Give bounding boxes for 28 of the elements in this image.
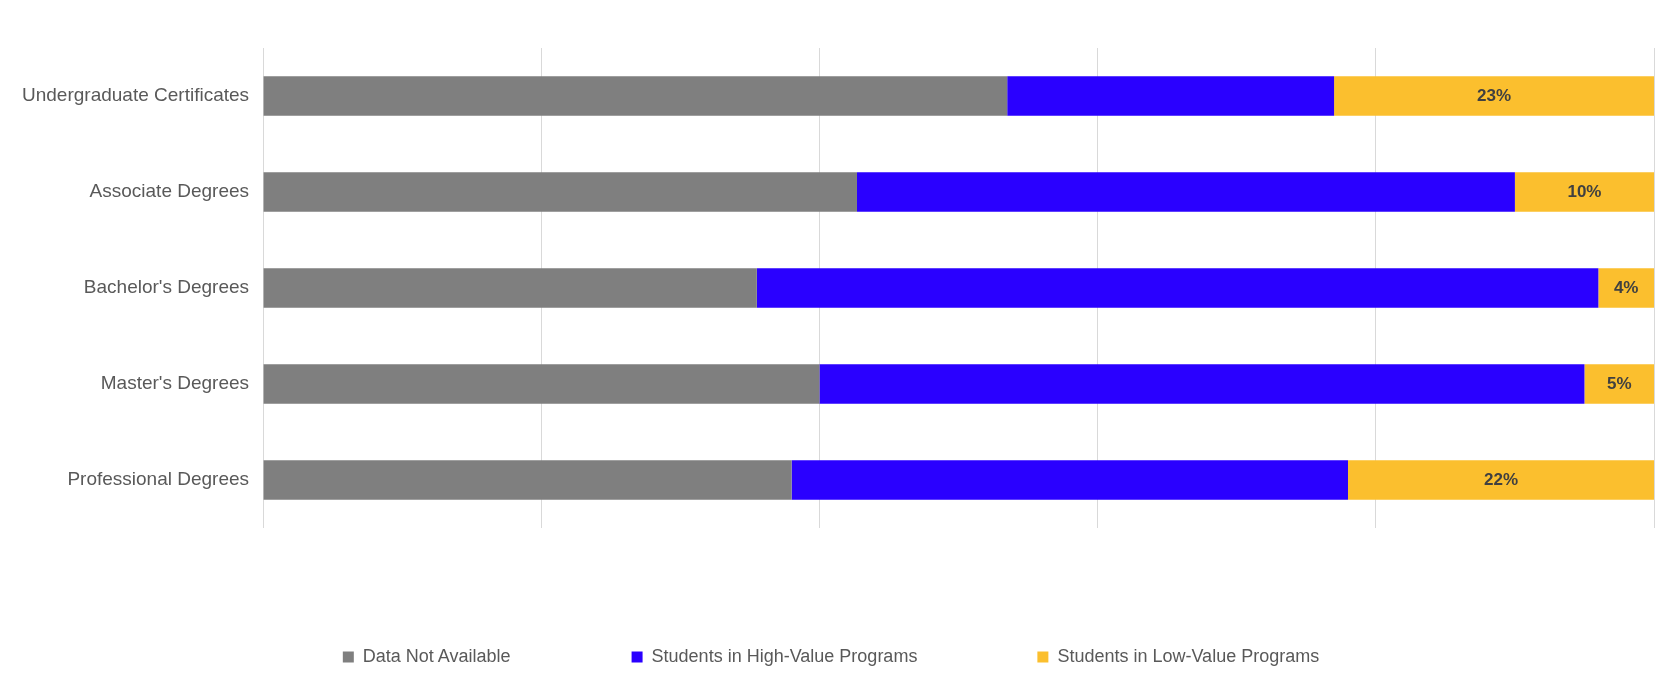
legend-label: Students in Low-Value Programs — [1057, 645, 1320, 666]
bar — [1007, 76, 1335, 116]
bar — [263, 76, 1008, 116]
y-tick-label: Professional Degrees — [67, 468, 250, 490]
bar — [1334, 76, 1654, 116]
bar — [1584, 364, 1654, 404]
data-label: 10% — [1567, 181, 1602, 201]
legend-label: Students in High-Value Programs — [651, 645, 918, 666]
y-tick-label: Associate Degrees — [89, 180, 250, 202]
bar — [263, 460, 792, 500]
data-label: 4% — [1613, 277, 1639, 297]
bar — [263, 268, 757, 308]
y-tick-label: Bachelor's Degrees — [83, 276, 250, 298]
bar — [263, 172, 857, 212]
bar — [791, 460, 1348, 500]
bar — [1514, 172, 1654, 212]
bar — [756, 268, 1599, 308]
bar — [856, 172, 1515, 212]
bar — [819, 364, 1585, 404]
bar — [263, 364, 820, 404]
data-label: 22% — [1483, 469, 1519, 489]
legend-label: Data Not Available — [362, 645, 511, 666]
data-label: 23% — [1477, 85, 1512, 105]
bar — [1347, 460, 1654, 500]
data-label: 5% — [1606, 373, 1632, 393]
y-tick-label: Master's Degrees — [100, 372, 250, 394]
y-tick-label: Undergraduate Certificates — [21, 84, 250, 106]
bar — [1598, 268, 1654, 308]
